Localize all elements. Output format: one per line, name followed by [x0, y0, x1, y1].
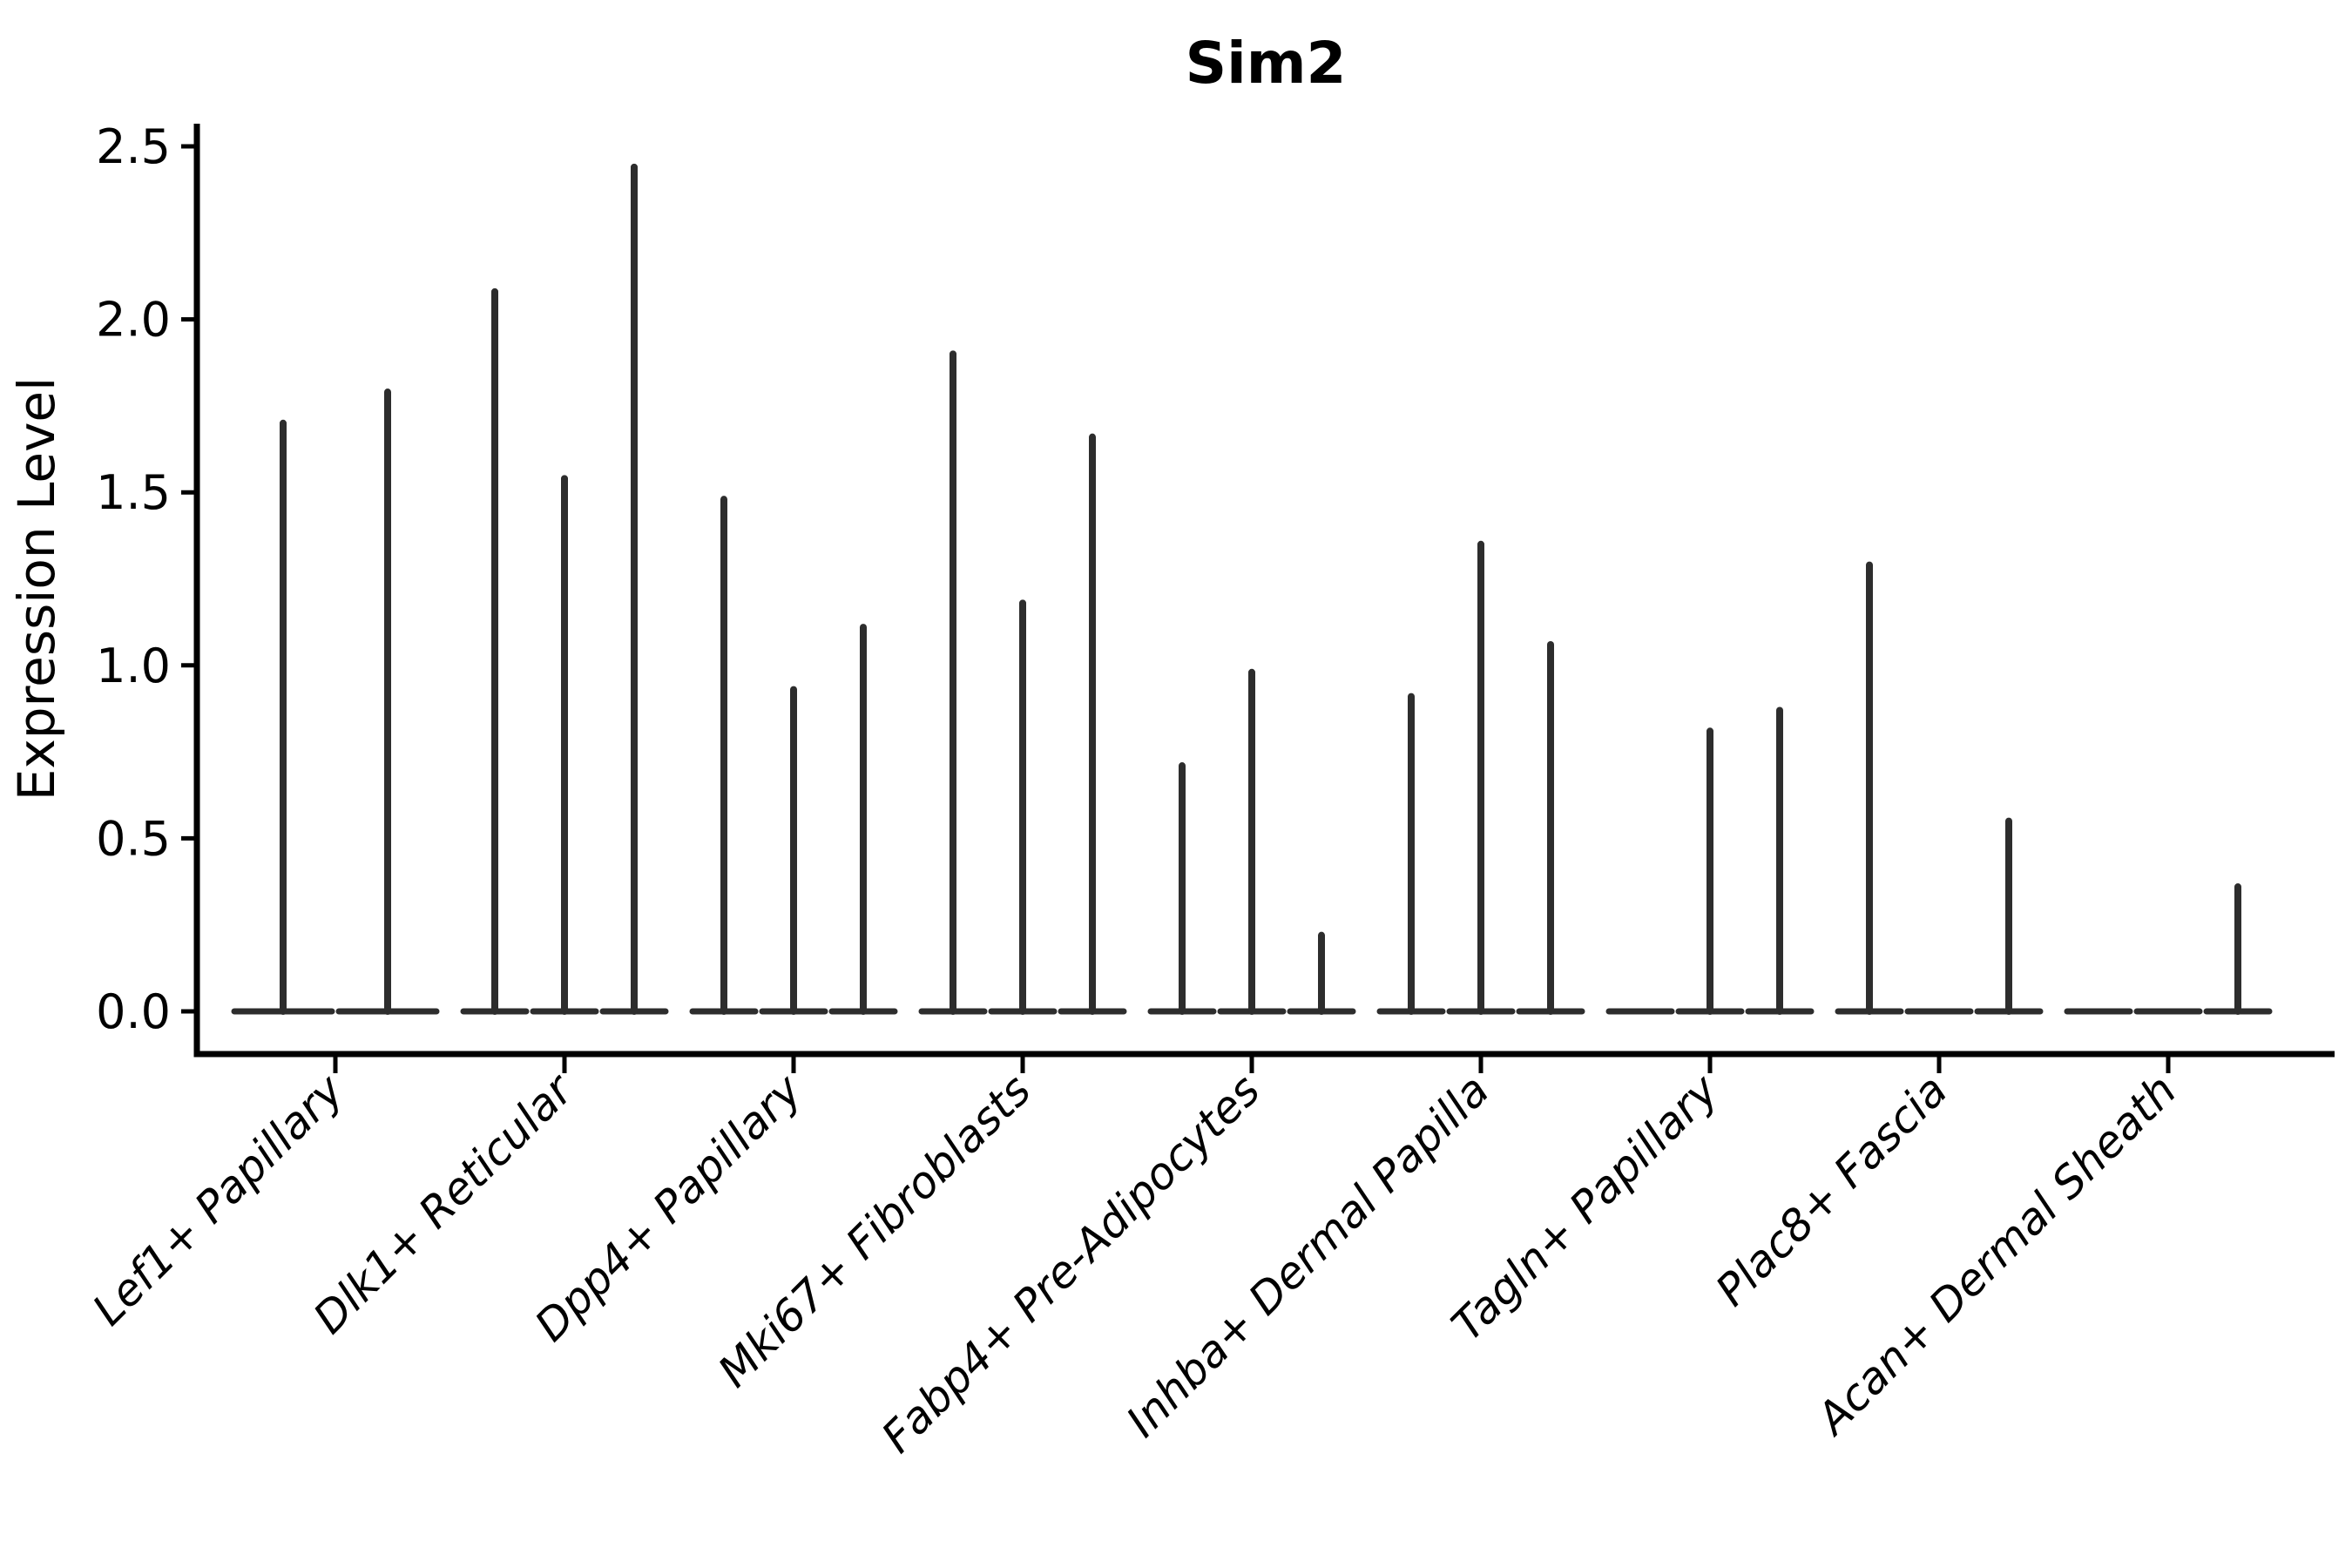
y-axis-label: Expression Level — [7, 377, 66, 801]
x-tick-label: Lef1+ Papillary — [83, 1064, 354, 1335]
y-tick-label: 2.0 — [96, 293, 171, 348]
y-tick-label: 0.0 — [96, 984, 171, 1039]
violin-layer — [231, 163, 2273, 1015]
x-tick-label: Acan+ Dermal Sheath — [1806, 1064, 2186, 1445]
plot-title: Sim2 — [1186, 30, 1347, 97]
x-tick-label: Inhba+ Dermal Papilla — [1117, 1064, 1498, 1446]
axes-layer — [181, 124, 2335, 1073]
y-tick-label: 0.5 — [96, 811, 171, 866]
y-tick-label: 2.5 — [96, 119, 171, 174]
x-tick-label: Fabp4+ Pre-Adipocytes — [872, 1064, 1270, 1463]
y-tick-label: 1.0 — [96, 639, 171, 693]
x-tick-label: Plac8+ Fascia — [1707, 1064, 1957, 1315]
y-tick-label: 1.5 — [96, 465, 171, 520]
